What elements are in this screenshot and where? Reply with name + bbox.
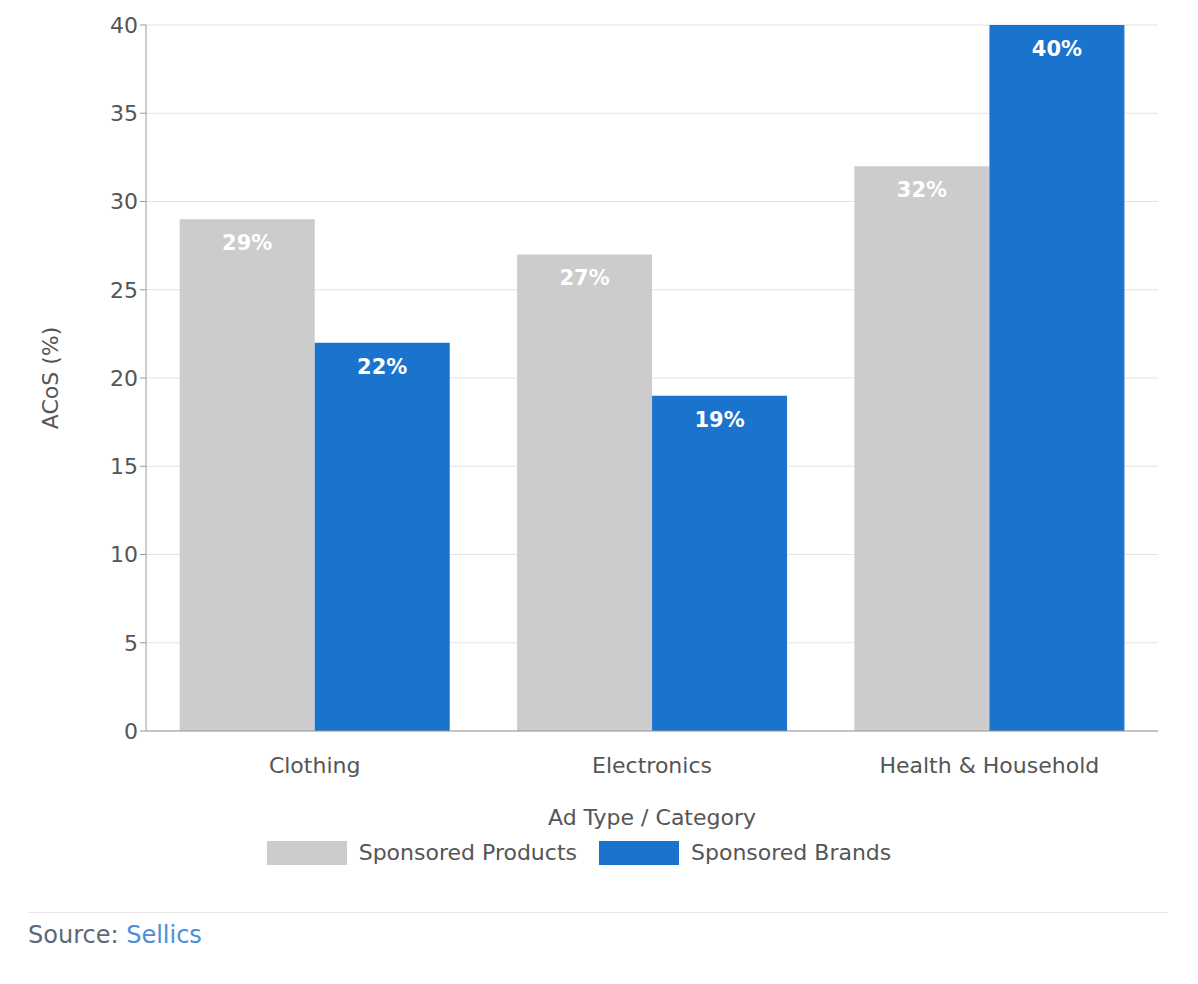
html-text:Source: Sellics: Source: Sellics <box>28 921 202 949</box>
svg-text:Clothing: Clothing <box>269 753 361 778</box>
svg-text:22%: 22% <box>357 355 407 379</box>
svg-text:32%: 32% <box>897 178 947 202</box>
html-text:Sponsored Brands: Sponsored Brands <box>691 840 892 865</box>
svg-text:ACoS (%): ACoS (%) <box>38 327 63 430</box>
svg-text:Electronics: Electronics <box>592 753 712 778</box>
svg-text:35: 35 <box>110 101 138 126</box>
svg-text:25: 25 <box>110 278 138 303</box>
svg-text:Ad Type / Category: Ad Type / Category <box>548 805 756 830</box>
svg-text:27%: 27% <box>559 266 609 290</box>
svg-text:29%: 29% <box>222 231 272 255</box>
svg-text:0: 0 <box>124 719 138 744</box>
svg-text:19%: 19% <box>694 408 744 432</box>
svg-text:40%: 40% <box>1032 37 1082 61</box>
svg-text:30: 30 <box>110 189 138 214</box>
svg-text:15: 15 <box>110 454 138 479</box>
svg-text:5: 5 <box>124 631 138 656</box>
svg-text:40: 40 <box>110 13 138 38</box>
svg-text:10: 10 <box>110 542 138 567</box>
svg-text:Health & Household: Health & Household <box>879 753 1099 778</box>
svg-text:20: 20 <box>110 366 138 391</box>
html-text:Sponsored Products: Sponsored Products <box>358 840 577 865</box>
